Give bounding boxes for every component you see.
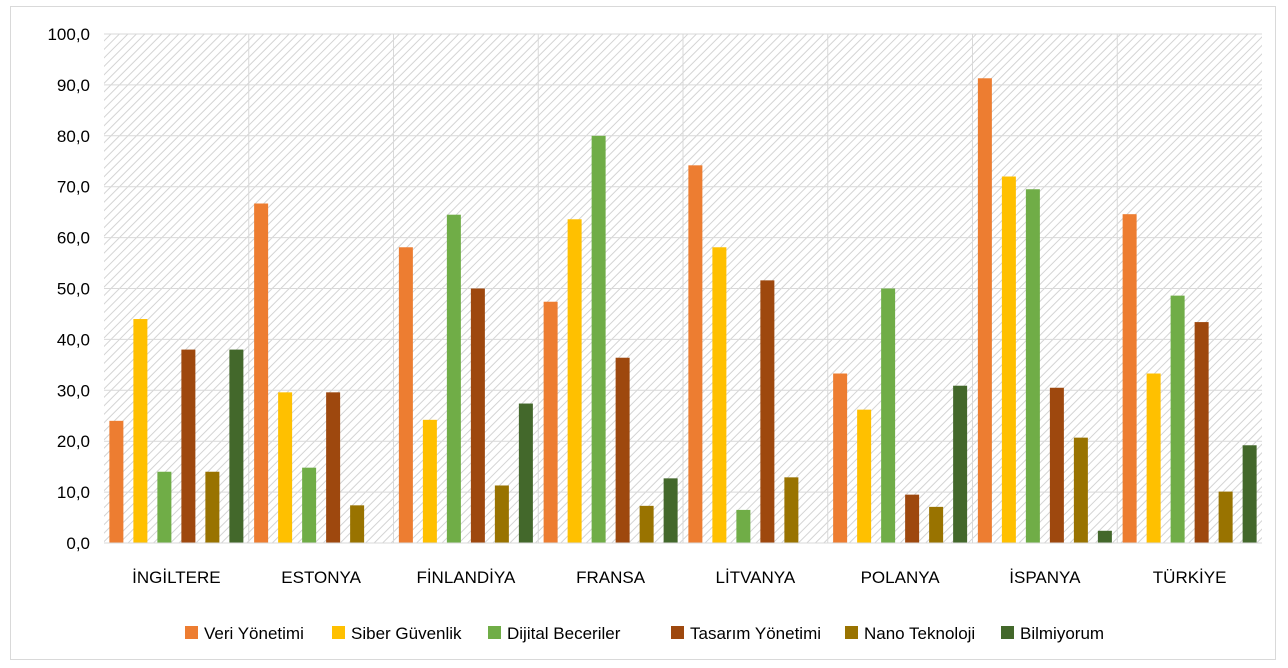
bar	[326, 392, 341, 543]
bar	[1194, 322, 1209, 543]
bar	[567, 219, 582, 543]
y-tick-label: 30,0	[57, 381, 90, 400]
legend-label: Veri Yönetimi	[204, 624, 304, 643]
bar	[615, 357, 630, 543]
bar	[760, 280, 775, 543]
axes: 0,0 10,0 20,0 30,0 40,0 50,0 60,0 70,0 80,0 90,0 1…	[47, 25, 1262, 587]
bar	[446, 214, 461, 543]
bar	[1025, 189, 1040, 543]
bar	[494, 485, 509, 543]
legend-swatch	[845, 626, 858, 639]
bar	[422, 419, 437, 543]
legend-swatch	[671, 626, 684, 639]
bar	[205, 471, 220, 543]
bar	[929, 506, 944, 543]
bar	[350, 505, 365, 543]
legend-label: Dijital Beceriler	[507, 624, 621, 643]
x-tick-label: POLANYA	[861, 568, 941, 587]
bar	[302, 467, 317, 543]
x-tick-label: İSPANYA	[1009, 568, 1081, 587]
bar	[1242, 445, 1257, 543]
y-tick-label: 10,0	[57, 483, 90, 502]
bar	[736, 509, 751, 543]
x-tick-label: TÜRKİYE	[1153, 568, 1227, 587]
bar	[1146, 373, 1161, 543]
y-tick-label: 0,0	[66, 534, 90, 553]
bar	[109, 420, 124, 543]
bar	[591, 135, 606, 544]
bar	[133, 319, 148, 543]
bar	[470, 288, 485, 543]
y-tick-label: 20,0	[57, 432, 90, 451]
bar	[254, 203, 269, 543]
y-tick-label: 40,0	[57, 330, 90, 349]
legend-label: Tasarım Yönetimi	[690, 624, 821, 643]
y-tick-label: 90,0	[57, 76, 90, 95]
bar	[1049, 387, 1064, 543]
legend: Veri Yönetimi Siber Güvenlik Dijital Becer…	[185, 624, 1104, 643]
bar	[663, 478, 678, 543]
legend-swatch	[332, 626, 345, 639]
x-tick-label: İNGİLTERE	[132, 568, 220, 587]
bar	[157, 471, 172, 543]
bar	[1073, 437, 1088, 543]
gridlines	[104, 33, 1262, 543]
bar	[1097, 530, 1112, 543]
bar	[784, 477, 799, 543]
y-tick-label: 70,0	[57, 178, 90, 197]
bar	[905, 494, 920, 543]
legend-label: Siber Güvenlik	[351, 624, 462, 643]
bar	[1218, 491, 1233, 543]
legend-label: Nano Teknoloji	[864, 624, 975, 643]
bar	[881, 288, 896, 543]
legend-label: Bilmiyorum	[1020, 624, 1104, 643]
y-tick-label: 60,0	[57, 229, 90, 248]
bar	[1170, 295, 1185, 543]
x-tick-label: FRANSA	[576, 568, 646, 587]
bar	[181, 349, 196, 543]
bar	[977, 78, 992, 544]
x-tick-label: FİNLANDİYA	[416, 568, 516, 587]
bar	[398, 247, 413, 543]
bar	[639, 505, 654, 543]
y-tick-label: 50,0	[57, 280, 90, 299]
legend-swatch	[1001, 626, 1014, 639]
bar	[229, 349, 244, 543]
bar	[857, 409, 872, 543]
y-tick-label: 80,0	[57, 127, 90, 146]
bar	[518, 403, 533, 543]
x-tick-label: ESTONYA	[281, 568, 361, 587]
bar	[543, 301, 558, 543]
bar	[278, 392, 293, 543]
bar	[688, 165, 703, 543]
y-tick-label: 100,0	[47, 25, 90, 44]
bar	[712, 247, 727, 543]
bar	[1122, 214, 1137, 543]
legend-swatch	[488, 626, 501, 639]
bar	[953, 385, 968, 543]
legend-swatch	[185, 626, 198, 639]
x-tick-label: LİTVANYA	[716, 568, 796, 587]
bar	[1001, 176, 1016, 543]
bars	[109, 78, 1257, 544]
bar	[833, 373, 848, 543]
